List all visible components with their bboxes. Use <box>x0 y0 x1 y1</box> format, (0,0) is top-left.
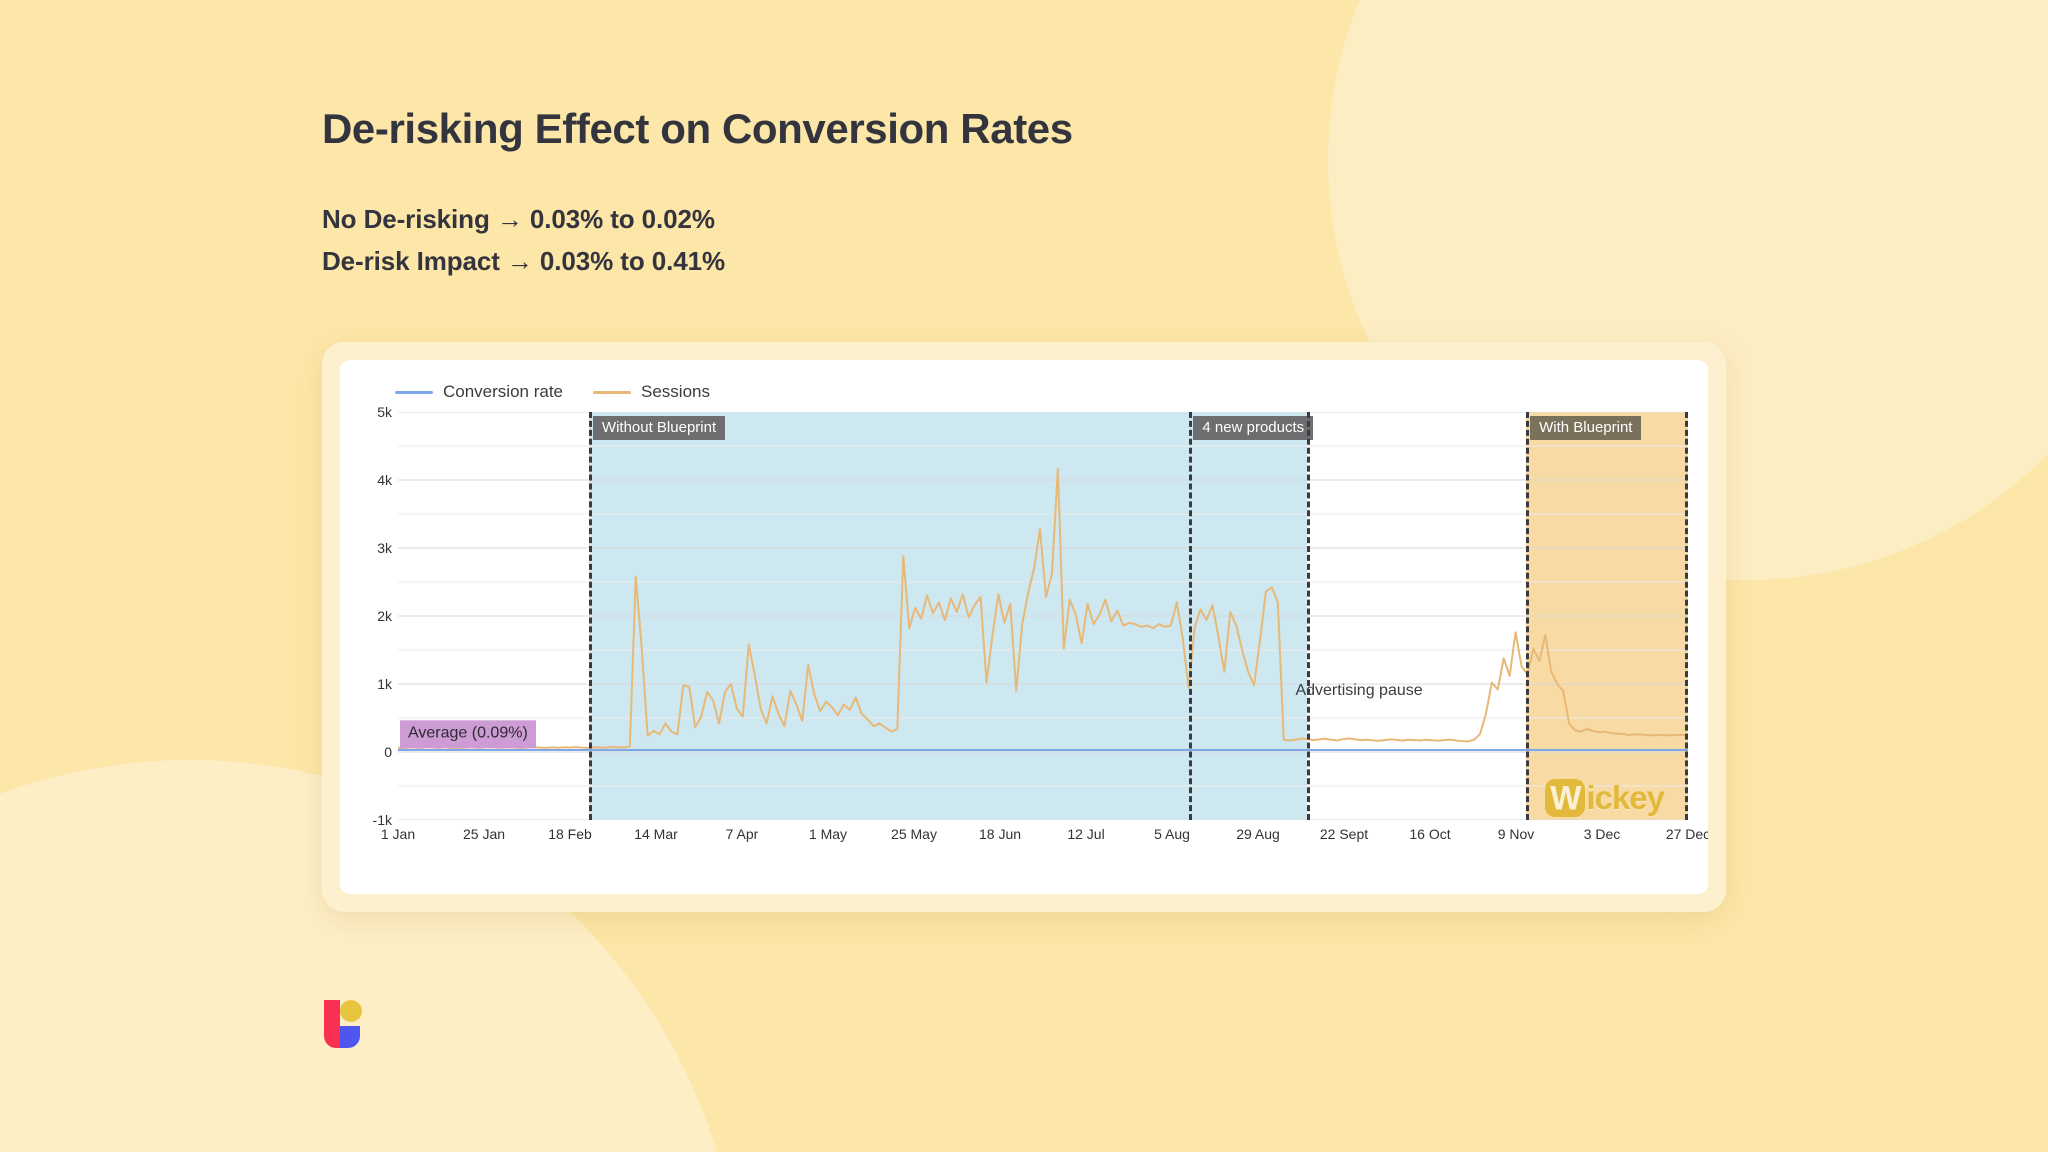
chart-surface: Conversion rate Sessions 5k 4k 3k 2k 1k 0 -1k … <box>340 360 1708 894</box>
x-tick-1-may: 1 May <box>808 826 848 842</box>
marker-line-four-new-products <box>1189 412 1193 820</box>
x-tick-9-nov: 9 Nov <box>1497 826 1535 842</box>
series-line-sessions <box>398 468 1688 750</box>
y-tick-4k: 4k <box>377 472 392 488</box>
marker-label-without-blueprint: Without Blueprint <box>592 416 726 440</box>
x-tick-22-sept: 22 Sept <box>1319 826 1369 842</box>
marker-label-with-blueprint: With Blueprint <box>1530 416 1642 440</box>
x-tick-16-oct: 16 Oct <box>1409 826 1451 842</box>
x-tick-3-dec: 3 Dec <box>1583 826 1621 842</box>
plot-area-wrapper: 5k 4k 3k 2k 1k 0 -1k Without Blueprint 4 new pr… <box>340 404 1708 894</box>
x-axis: 1 Jan 25 Jan 18 Feb 14 Mar 7 Apr 1 May 25 May 1… <box>381 824 1708 854</box>
y-tick-3k: 3k <box>377 540 392 556</box>
chart-legend: Conversion rate Sessions <box>395 382 710 402</box>
x-tick-7-apr: 7 Apr <box>725 826 759 842</box>
legend-item-conversion-rate[interactable]: Conversion rate <box>395 382 563 402</box>
marker-line-without-blueprint <box>588 412 592 820</box>
x-tick-25-jan: 25 Jan <box>462 826 506 842</box>
legend-label-conversion-rate: Conversion rate <box>443 382 564 401</box>
brand-logo <box>324 1000 362 1048</box>
x-tick-18-feb: 18 Feb <box>548 826 592 842</box>
logo-blue-shape <box>340 1026 360 1048</box>
advertising-pause-label: Advertising pause <box>1295 681 1423 699</box>
marker-label-four-new-products: 4 new products <box>1193 416 1314 440</box>
page-title: De-risking Effect on Conversion Rates <box>322 105 1073 152</box>
x-tick-18-jun: 18 Jun <box>978 826 1022 842</box>
x-tick-25-may: 25 May <box>891 826 937 842</box>
legend-label-sessions: Sessions <box>641 382 710 401</box>
y-tick--1k: -1k <box>372 812 392 828</box>
legend-swatch-conversion-rate <box>395 390 433 394</box>
x-tick-5-aug: 5 Aug <box>1154 826 1190 842</box>
logo-yellow-circle <box>340 1000 362 1022</box>
y-axis: 5k 4k 3k 2k 1k 0 -1k <box>340 404 398 828</box>
marker-line-with-blueprint <box>1526 412 1530 820</box>
marker-line-boundary-1 <box>1685 412 1688 820</box>
summary-text: No De-risking → 0.03% to 0.02% De-risk I… <box>322 198 725 282</box>
y-tick-2k: 2k <box>377 608 392 624</box>
plot-area: Without Blueprint 4 new products With Blue… <box>398 412 1688 820</box>
watermark-initial: W <box>1545 779 1586 818</box>
y-tick-0: 0 <box>384 744 392 760</box>
legend-item-sessions[interactable]: Sessions <box>593 382 710 402</box>
summary-line-derisk-impact: De-risk Impact → 0.03% to 0.41% <box>322 246 725 276</box>
x-tick-12-jul: 12 Jul <box>1067 826 1105 842</box>
gridlines <box>398 412 1688 820</box>
marker-line-boundary-0 <box>1306 412 1310 820</box>
chart-svg <box>398 412 1688 820</box>
legend-swatch-sessions <box>593 390 632 394</box>
x-tick-27-dec: 27 Dec <box>1665 826 1708 842</box>
y-tick-5k: 5k <box>377 404 392 420</box>
summary-line-no-derisking: No De-risking → 0.03% to 0.02% <box>322 204 715 234</box>
x-tick-1-jan: 1 Jan <box>380 826 416 842</box>
logo-red-shape <box>324 1000 340 1048</box>
x-tick-29-aug: 29 Aug <box>1236 826 1280 842</box>
average-badge: Average (0.09%) <box>400 720 536 749</box>
y-tick-1k: 1k <box>377 676 392 692</box>
x-tick-14-mar: 14 Mar <box>634 826 678 842</box>
chart-card: Conversion rate Sessions 5k 4k 3k 2k 1k 0 -1k … <box>322 342 1726 912</box>
